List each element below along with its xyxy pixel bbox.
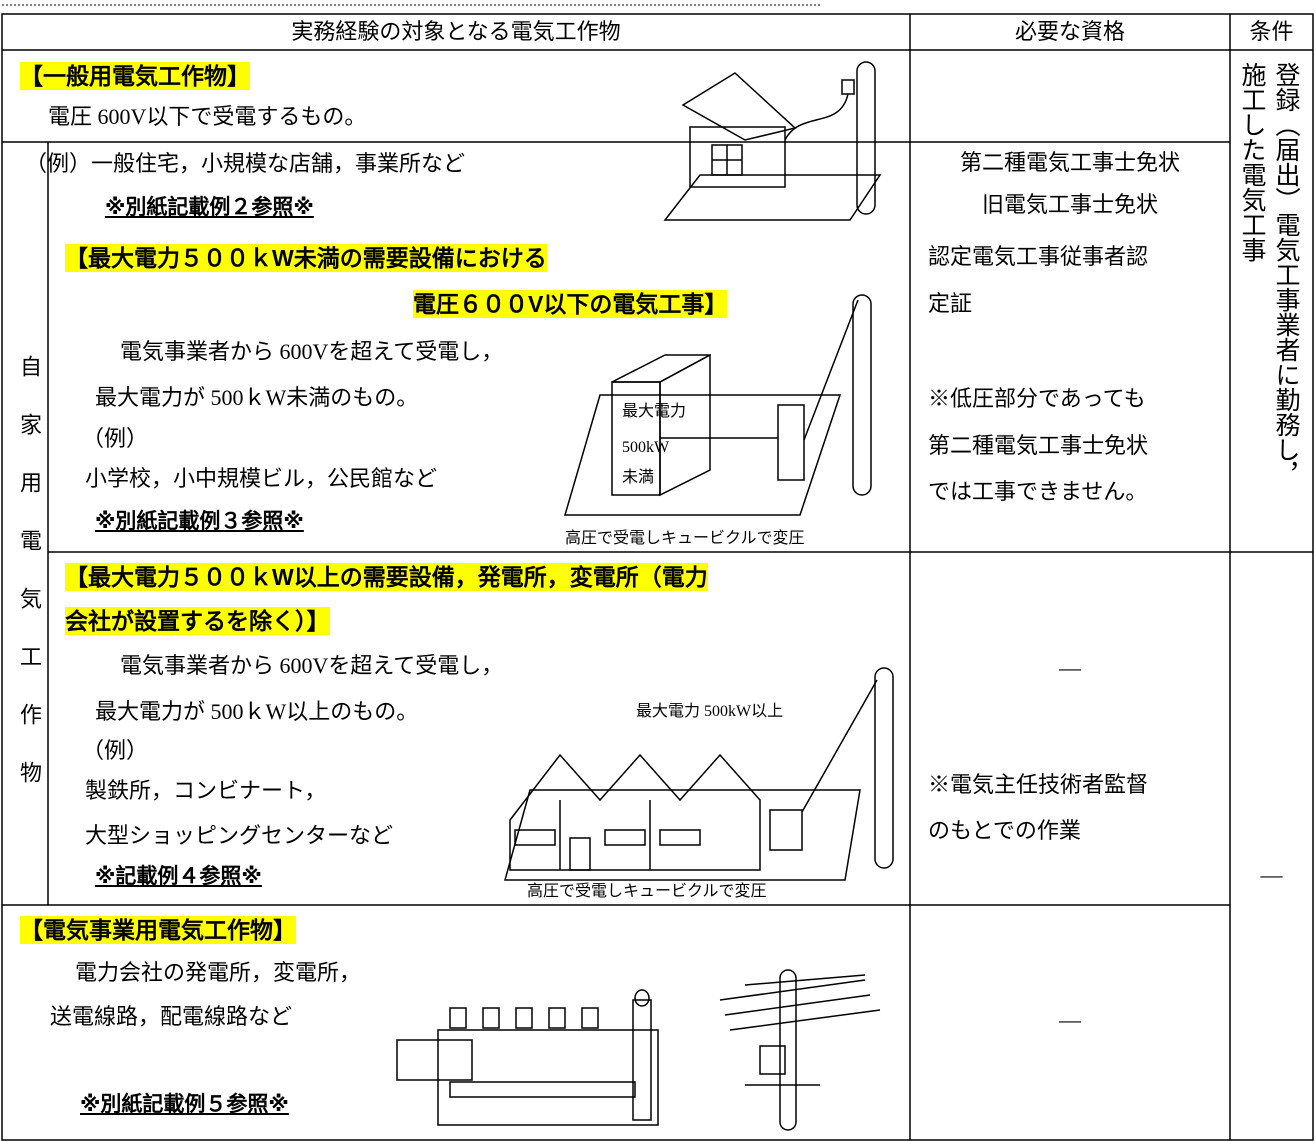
reference: ※記載例４参照※ <box>95 865 262 888</box>
factory-illustration <box>504 667 894 881</box>
qualification: 第二種電気工事士免状 <box>959 150 1180 175</box>
qualification: 定証 <box>928 291 973 316</box>
text-line: 電力会社の発電所，変電所， <box>75 960 362 985</box>
house-illustration <box>663 61 882 221</box>
heading: 【最大電力５００ｋW未満の需要設備における <box>65 244 547 272</box>
text-line: 電気事業者から 600Vを超えて受電し， <box>120 339 504 364</box>
qualification: 認定電気工事従事者認 <box>928 244 1149 269</box>
figure-label: 最大電力 <box>622 403 687 420</box>
figure-label: 最大電力 500kW以上 <box>636 703 784 720</box>
header-cell: 条件 <box>1249 19 1294 44</box>
heading: 【電気事業用電気工作物】 <box>20 916 296 944</box>
text-line: 小学校，小中規模ビル，公民館など <box>85 466 438 491</box>
text-line: 送電線路，配電線路など <box>50 1004 293 1029</box>
qualification: ― <box>1059 655 1081 680</box>
reference: ※別紙記載例２参照※ <box>105 196 314 219</box>
reference: ※別紙記載例３参照※ <box>95 510 304 533</box>
text-line: 大型ショッピングセンターなど <box>85 823 394 848</box>
text-line: 製鉄所，コンビナート， <box>85 778 327 803</box>
group-label: 自家用電気工作物 <box>17 355 42 819</box>
header-cell: 必要な資格 <box>1014 19 1125 44</box>
reference: ※別紙記載例５参照※ <box>80 1093 289 1116</box>
qualification: のもとでの作業 <box>928 818 1081 843</box>
qualification: ― <box>1059 1007 1081 1032</box>
condition-line: 登録（届出）電気工事業者に勤務し， <box>1272 62 1299 487</box>
heading: 【最大電力５００ｋW以上の需要設備，発電所，変電所（電力 <box>65 563 708 591</box>
qualification: では工事できません。 <box>928 479 1148 504</box>
text-line: 電圧 600V以下で受電するもの。 <box>48 104 367 129</box>
condition-line: 施工した電気工事 <box>1238 62 1265 262</box>
qualification: 第二種電気工事士免状 <box>928 433 1149 458</box>
text-line: （例） <box>82 426 149 451</box>
text-line: （例）一般住宅，小規模な店舗，事業所など <box>25 151 466 176</box>
text-line: 電気事業者から 600Vを超えて受電し， <box>120 653 504 678</box>
caption: 高圧で受電しキュービクルで変圧 <box>565 530 805 547</box>
heading: 電圧６００V以下の電気工事】 <box>413 290 728 318</box>
power-plant-illustration <box>396 969 881 1131</box>
figure-label: 未満 <box>622 469 655 486</box>
heading: 会社が設置するを除く）】 <box>65 607 330 635</box>
header-cell: 実務経験の対象となる電気工作物 <box>291 19 621 44</box>
text-line: （例） <box>82 738 149 763</box>
condition-dash: ― <box>1260 862 1283 887</box>
heading: 【一般用電気工作物】 <box>20 62 250 90</box>
text-line: 最大電力が 500ｋW未満のもの。 <box>95 385 419 410</box>
figure-label: 500kW <box>622 439 670 456</box>
qualification: ※電気主任技術者監督 <box>928 772 1149 797</box>
caption: 高圧で受電しキュービクルで変圧 <box>527 883 767 900</box>
text-line: 最大電力が 500ｋW以上のもの。 <box>95 699 419 724</box>
qualification: 旧電気工事士免状 <box>981 192 1158 217</box>
building-illustration <box>564 294 872 516</box>
condition: 登録（届出）電気工事業者に勤務し， 施工した電気工事 <box>1234 62 1302 552</box>
qualification: ※低圧部分であっても <box>928 386 1146 411</box>
